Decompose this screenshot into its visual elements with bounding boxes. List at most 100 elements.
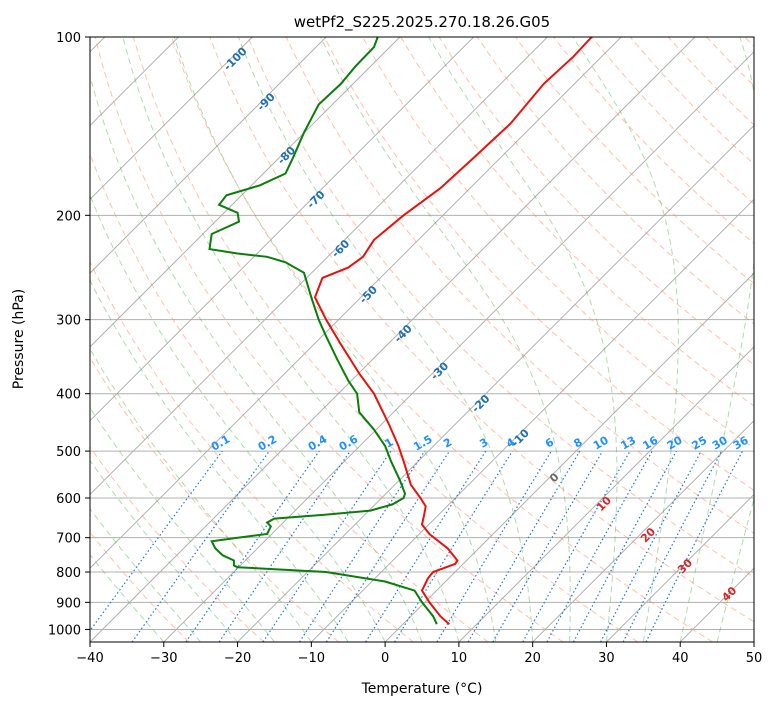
- plot-area: 0.1 0.2 0.4 0.6 1 1.5 2 3 4 6 8 10 13 16 20 25 30 36-100-…: [90, 37, 754, 642]
- isotherm-gridline: [458, 346, 754, 642]
- isotherm-gridline: [90, 37, 548, 496]
- dry-adiabat-line: [591, 37, 754, 205]
- dry-adiabat-line: [323, 37, 754, 491]
- dry-adiabat-line: [285, 37, 754, 535]
- moist-adiabat-line: [428, 37, 618, 642]
- isotherm-gridline: [90, 37, 253, 201]
- dry-adiabat-line: [94, 37, 564, 642]
- dry-adiabat-line: [706, 37, 754, 87]
- mixing-ratio-line: [365, 450, 487, 642]
- dry-adiabat-line: [247, 37, 754, 578]
- y-tick-label: 400: [56, 388, 81, 403]
- y-tick-label: 900: [56, 596, 81, 611]
- dry-adiabat-label: 10: [594, 494, 614, 514]
- mixing-ratio-line: [600, 450, 702, 642]
- y-tick-label: 600: [56, 492, 81, 507]
- x-tick-label: 0: [381, 651, 389, 666]
- moist-adiabat-line: [237, 37, 534, 642]
- x-tick-label: −30: [150, 651, 177, 666]
- isotherm-gridline: [90, 37, 622, 569]
- isotherm-gridline: [753, 641, 754, 642]
- mixing-ratio-line: [522, 450, 631, 642]
- mixing-ratio-line: [394, 450, 513, 642]
- mixing-ratio-label: 16: [641, 433, 661, 452]
- moist-adiabat-line: [90, 406, 275, 642]
- isotherm-gridline: [532, 419, 754, 642]
- mixing-ratio-label: 0.1: [209, 433, 232, 454]
- dry-adiabat-line: [171, 37, 713, 642]
- moist-adiabats: [90, 37, 754, 642]
- dry-adiabat-line: [132, 37, 639, 642]
- chart-title: wetPf2_S225.2025.270.18.26.G05: [294, 13, 550, 32]
- mixing-ratio-line: [131, 450, 270, 642]
- mixing-ratio-line: [218, 450, 351, 642]
- dry-adiabat-label: 20: [638, 525, 658, 545]
- moist-adiabat-line: [90, 508, 202, 642]
- mixing-ratio-label: 0.2: [256, 433, 279, 454]
- moist-adiabat-line: [90, 554, 165, 642]
- mixing-ratio-line: [262, 450, 392, 642]
- mixing-ratio-label: 10: [591, 433, 611, 452]
- dry-adiabat-label: 40: [719, 584, 739, 604]
- mixing-ratio-line: [572, 450, 677, 642]
- y-axis: 1000 900 800 700 600 500 400 300 200 100: [48, 31, 90, 638]
- mixing-ratio-label: 13: [618, 434, 638, 453]
- dry-adiabat-line: [476, 37, 754, 325]
- isotherm-gridline: [384, 272, 754, 642]
- plot-frame: [89, 36, 755, 643]
- grid-layer: [90, 37, 754, 642]
- mixing-ratio-line: [645, 450, 744, 642]
- isotherm-gridline: [90, 37, 696, 642]
- dry-adiabat-line: [667, 37, 754, 126]
- x-tick-label: 40: [672, 651, 689, 666]
- mixing-ratio-label: 30: [710, 433, 730, 452]
- moist-adiabat-line: [90, 459, 238, 642]
- mixing-ratio-line: [436, 450, 552, 642]
- isotherm-label: -100: [221, 44, 250, 73]
- dewpoint-line: [208, 37, 438, 625]
- isotherm-gridline: [90, 37, 475, 422]
- dry-adiabat-line: [90, 446, 265, 642]
- dry-adiabat-line: [90, 531, 190, 642]
- dry-adiabat-line: [90, 260, 414, 642]
- mixing-ratio-label: 0.6: [337, 432, 361, 453]
- y-tick-label: 800: [56, 566, 81, 581]
- moist-adiabat-line: [320, 37, 571, 642]
- mixing-ratio-label: 0.4: [306, 432, 330, 453]
- moist-adiabat-line: [716, 497, 754, 642]
- dry-adiabats: [90, 37, 754, 642]
- x-axis-label: Temperature (°C): [361, 681, 483, 697]
- isotherm-gridline: [90, 37, 401, 348]
- isotherm-gridline: [237, 124, 754, 642]
- x-axis: −40 −30 −20 −10 0 10 20 30 40 50: [76, 642, 762, 666]
- isotherm-gridline: [606, 493, 754, 642]
- moist-adiabat-line: [90, 348, 312, 642]
- mixing-ratio-line: [546, 450, 653, 642]
- isotherm-gridline: [163, 51, 754, 642]
- line-labels: 0.1 0.2 0.4 0.6 1 1.5 2 3 4 6 8 10 13 16 20 25 30 36-100-…: [209, 44, 751, 604]
- x-tick-label: −20: [224, 651, 251, 666]
- x-tick-label: 20: [524, 651, 541, 666]
- mixing-ratio-label: 3: [477, 436, 490, 451]
- moist-adiabat-line: [122, 37, 460, 642]
- mixing-ratio-line: [467, 450, 581, 642]
- dry-adiabat-line: [90, 356, 339, 642]
- x-tick-label: 10: [451, 651, 468, 666]
- y-axis-label: Pressure (hPa): [11, 289, 27, 389]
- isotherm-label: -30: [428, 359, 451, 382]
- isotherm-gridline: [679, 567, 754, 642]
- moist-adiabat-line: [90, 194, 386, 642]
- x-tick-label: −40: [76, 651, 103, 666]
- x-tick-label: −10: [298, 651, 325, 666]
- moist-adiabat-line: [572, 37, 679, 642]
- moist-adiabat-line: [90, 74, 423, 642]
- dry-adiabat-line: [438, 37, 754, 366]
- y-tick-label: 1000: [48, 623, 81, 638]
- mixing-ratio-lines: [90, 450, 744, 642]
- isotherm-label: -80: [275, 144, 298, 167]
- mixing-ratio-line: [325, 450, 450, 642]
- moist-adiabat-line: [173, 37, 497, 642]
- dry-adiabat-line: [744, 37, 754, 47]
- mixing-ratio-line: [90, 450, 223, 632]
